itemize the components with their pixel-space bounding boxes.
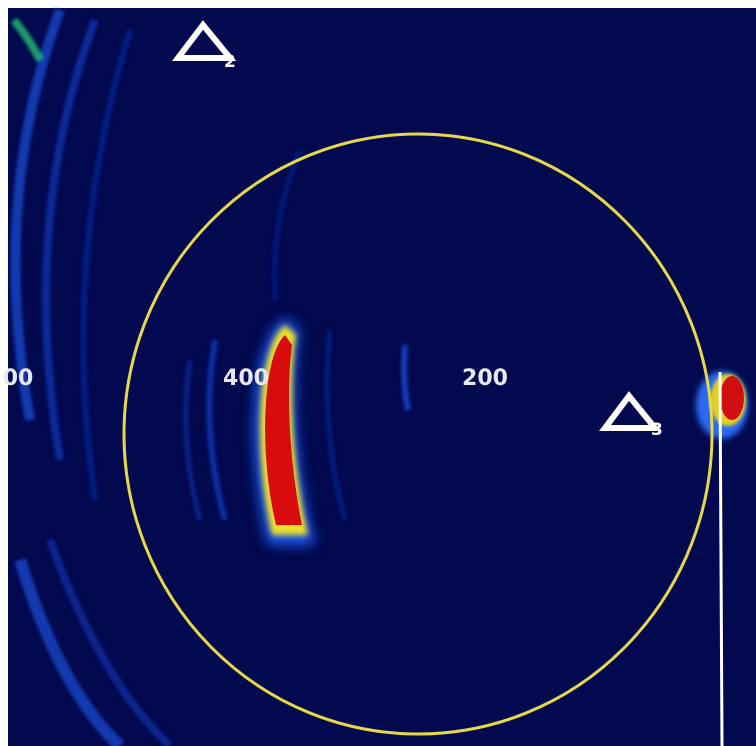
- display-background: [8, 8, 756, 746]
- marker-triangle: [599, 391, 662, 431]
- range-label: 00: [3, 366, 34, 391]
- marker-label: 2: [224, 52, 236, 72]
- right-echo: [696, 371, 748, 439]
- echo-target: [253, 318, 315, 545]
- range-ring: [122, 132, 714, 736]
- marker-label: 3: [651, 420, 663, 440]
- marker-triangle: [171, 20, 237, 61]
- range-label: 400: [223, 366, 269, 391]
- marker: 3: [599, 391, 663, 440]
- range-label: 200: [462, 366, 508, 391]
- heading-line: [718, 371, 724, 746]
- marker: 2: [171, 20, 237, 72]
- background-clutter: [10, 8, 411, 746]
